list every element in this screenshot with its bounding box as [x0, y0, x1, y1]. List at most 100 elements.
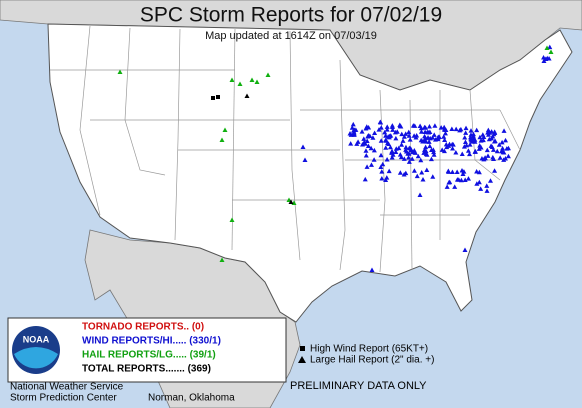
report-marker: [376, 127, 382, 132]
report-marker: [372, 130, 378, 135]
report-marker: [385, 134, 391, 139]
report-marker: [472, 137, 478, 142]
report-marker: [409, 156, 415, 161]
report-marker: [463, 125, 469, 131]
report-marker: [369, 267, 375, 272]
report-marker: [491, 131, 497, 137]
report-marker: [411, 147, 417, 153]
report-marker: [414, 173, 420, 179]
report-marker: [442, 130, 448, 136]
report-marker: [378, 164, 384, 169]
total-count: TOTAL REPORTS....... (369): [82, 364, 211, 375]
report-marker: [383, 138, 389, 143]
report-marker: [501, 157, 507, 162]
report-marker: [477, 134, 483, 140]
report-marker: [462, 139, 468, 145]
report-marker: [408, 147, 414, 153]
report-marker: [419, 170, 425, 175]
report-marker: [420, 177, 426, 182]
report-marker: [405, 151, 411, 156]
report-marker: [544, 55, 550, 61]
report-marker: [497, 155, 503, 160]
report-marker: [417, 192, 423, 197]
report-marker: [348, 141, 354, 146]
report-marker: [364, 164, 370, 169]
large-hail-symbol: [298, 356, 306, 363]
report-marker: [465, 148, 471, 153]
report-marker: [378, 120, 384, 125]
large-hail-key: Large Hail Report (2" dia. +): [310, 355, 434, 366]
report-marker: [452, 184, 458, 189]
report-marker: [474, 169, 480, 174]
report-marker: [417, 123, 423, 128]
report-marker: [363, 148, 369, 153]
report-marker: [442, 137, 448, 142]
report-marker: [412, 123, 418, 128]
noaa-logo-wave: [14, 347, 58, 369]
report-marker: [383, 177, 389, 182]
report-marker: [389, 124, 395, 130]
report-marker: [479, 155, 485, 161]
report-marker: [384, 156, 390, 162]
report-marker: [492, 138, 498, 144]
report-marker: [406, 154, 412, 160]
map-title: SPC Storm Reports for 07/02/19: [140, 4, 442, 27]
report-marker: [348, 132, 354, 137]
report-marker: [389, 154, 395, 160]
report-marker: [249, 77, 255, 82]
high-wind-symbol: [300, 346, 305, 351]
report-marker: [368, 145, 374, 151]
report-marker: [541, 58, 547, 63]
report-marker: [350, 121, 356, 127]
report-marker: [403, 131, 409, 136]
report-marker: [368, 162, 374, 167]
report-marker: [389, 150, 395, 155]
report-marker: [386, 141, 392, 146]
report-marker: [406, 129, 412, 135]
report-marker: [399, 142, 405, 147]
report-marker: [352, 127, 358, 132]
report-marker: [398, 154, 404, 160]
report-marker: [544, 45, 550, 50]
report-marker: [459, 151, 465, 157]
report-marker: [379, 175, 385, 181]
report-marker: [384, 124, 390, 129]
preliminary-notice: PRELIMINARY DATA ONLY: [290, 380, 427, 392]
report-marker: [413, 135, 419, 140]
report-marker: [382, 129, 388, 135]
report-marker: [371, 157, 377, 162]
report-marker: [494, 148, 500, 154]
report-marker: [424, 167, 430, 172]
report-marker: [431, 132, 437, 137]
footer-agency: National Weather Service: [10, 382, 124, 393]
report-marker: [462, 247, 468, 252]
report-marker: [463, 130, 469, 135]
report-marker: [548, 49, 554, 54]
hail-count: HAIL REPORTS/LG..... (39/1): [82, 350, 216, 361]
report-marker: [219, 257, 225, 262]
report-marker: [470, 131, 476, 137]
report-marker: [359, 129, 365, 134]
report-marker: [371, 147, 377, 153]
report-marker: [436, 134, 442, 139]
report-marker: [485, 153, 491, 158]
report-marker: [480, 137, 486, 143]
report-marker: [490, 154, 496, 160]
report-markers: [117, 44, 554, 272]
report-marker: [219, 137, 225, 142]
report-marker: [229, 217, 235, 222]
report-marker: [421, 150, 427, 155]
report-marker: [445, 168, 451, 173]
report-marker: [397, 122, 403, 128]
report-marker: [362, 141, 368, 146]
report-marker: [288, 199, 294, 204]
report-marker: [454, 169, 460, 174]
report-marker: [407, 137, 413, 142]
report-marker: [487, 130, 493, 135]
noaa-logo-text: NOAA: [23, 334, 50, 344]
report-marker: [397, 170, 403, 175]
report-marker: [472, 148, 478, 154]
report-marker: [453, 126, 459, 132]
report-marker: [499, 139, 505, 145]
report-marker: [418, 129, 424, 134]
